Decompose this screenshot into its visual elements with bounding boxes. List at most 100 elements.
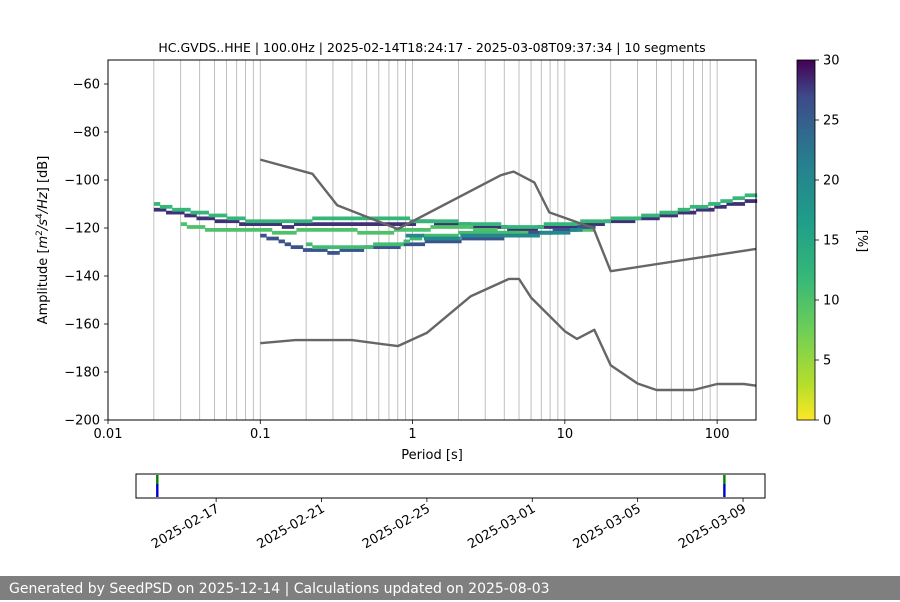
psd-cell bbox=[440, 222, 447, 226]
timeline-tick-label: 2025-02-21 bbox=[255, 501, 328, 552]
psd-cell bbox=[166, 210, 173, 215]
y-axis: −200 −180 −160 −140 −120 −100 −80 −60 bbox=[64, 78, 108, 429]
psd-cell bbox=[458, 230, 465, 235]
psd-cell bbox=[488, 225, 496, 229]
psd-cell bbox=[192, 225, 200, 229]
colorbar-label: [%] bbox=[854, 230, 869, 253]
psd-cell bbox=[302, 228, 309, 232]
psd-cell bbox=[503, 233, 510, 238]
psd-cell bbox=[284, 230, 291, 235]
psd-cell bbox=[360, 245, 368, 250]
psd-cell bbox=[360, 222, 368, 226]
psd-cell bbox=[211, 228, 218, 232]
psd-cell bbox=[226, 216, 234, 221]
psd-cell bbox=[379, 216, 386, 221]
psd-cell bbox=[333, 251, 340, 255]
psd-cell bbox=[588, 228, 596, 232]
psd-cell bbox=[436, 225, 443, 229]
psd-cell bbox=[488, 230, 496, 235]
psd-cell bbox=[220, 213, 228, 218]
psd-cell bbox=[427, 219, 435, 224]
footer-text: Generated by SeedPSD on 2025-12-14 | Cal… bbox=[0, 576, 900, 600]
psd-cell bbox=[253, 228, 261, 232]
psd-cell bbox=[534, 230, 541, 235]
psd-cell bbox=[738, 202, 745, 206]
psd-cell bbox=[555, 222, 563, 226]
psd-cell bbox=[708, 207, 715, 212]
psd-cell bbox=[385, 242, 392, 247]
psd-cell bbox=[513, 225, 520, 229]
psd-cell bbox=[665, 210, 672, 215]
psd-cell bbox=[671, 210, 678, 215]
psd-cell bbox=[476, 225, 484, 229]
psd-cell bbox=[448, 225, 456, 229]
y-tick-label: −200 bbox=[64, 414, 100, 429]
psd-cell bbox=[263, 219, 270, 224]
colorbar-tick-label: 30 bbox=[823, 54, 840, 69]
psd-cell bbox=[391, 242, 398, 247]
psd-cell bbox=[251, 222, 258, 226]
psd-cell bbox=[628, 216, 636, 221]
psd-cell bbox=[473, 236, 480, 241]
psd-cell bbox=[647, 213, 654, 218]
psd-cell bbox=[521, 230, 529, 235]
psd-cell bbox=[324, 245, 331, 250]
psd-cell bbox=[491, 228, 498, 232]
psd-cell bbox=[424, 239, 432, 244]
psd-cell bbox=[275, 219, 283, 224]
y-axis-label: Amplitude [m2/s4/Hz] [dB] bbox=[35, 156, 51, 325]
psd-cell bbox=[551, 230, 559, 235]
psd-cell bbox=[308, 228, 315, 232]
psd-cell bbox=[528, 230, 535, 235]
psd-cell bbox=[367, 222, 374, 226]
psd-cell bbox=[482, 225, 490, 229]
psd-cell bbox=[714, 202, 721, 206]
psd-cell bbox=[290, 230, 297, 235]
psd-cell bbox=[561, 222, 569, 226]
psd-cell bbox=[265, 228, 273, 232]
psd-cell bbox=[491, 236, 499, 241]
psd-band bbox=[405, 228, 583, 241]
y-tick-label: −100 bbox=[64, 174, 100, 189]
segment-marker-lower bbox=[723, 484, 726, 497]
psd-cell bbox=[388, 245, 395, 250]
psd-cell bbox=[531, 228, 538, 232]
psd-cell bbox=[412, 228, 419, 232]
psd-cell bbox=[394, 245, 401, 250]
psd-cell bbox=[208, 213, 216, 218]
psd-cell bbox=[726, 202, 733, 206]
psd-cell bbox=[586, 222, 593, 226]
psd-cell bbox=[610, 219, 618, 224]
x-tick-label: 1 bbox=[408, 427, 416, 442]
psd-cell bbox=[375, 230, 382, 235]
x-tick-label: 10 bbox=[557, 427, 574, 442]
psd-cell bbox=[159, 207, 167, 212]
psd-cell bbox=[549, 225, 557, 229]
y-tick-label: −80 bbox=[73, 126, 100, 141]
psd-cell bbox=[583, 225, 590, 229]
psd-cell bbox=[714, 204, 721, 209]
psd-cell bbox=[527, 233, 534, 238]
psd-cell bbox=[198, 225, 206, 229]
psd-cell bbox=[507, 225, 514, 229]
psd-cell bbox=[172, 207, 179, 212]
psd-cell bbox=[496, 233, 504, 238]
psd-cell bbox=[460, 233, 467, 238]
psd-cell bbox=[379, 242, 386, 247]
psd-cell bbox=[494, 222, 502, 226]
segment-marker-upper bbox=[156, 475, 159, 484]
colorbar-tick-label: 10 bbox=[823, 294, 840, 309]
psd-cell bbox=[309, 248, 316, 252]
psd-cell bbox=[205, 228, 212, 232]
psd-cell bbox=[454, 236, 461, 241]
psd-cell bbox=[217, 228, 224, 232]
psd-cell bbox=[284, 242, 292, 247]
psd-cell bbox=[732, 196, 739, 201]
x-tick-label: 0.01 bbox=[94, 427, 123, 442]
psd-cell bbox=[430, 239, 438, 244]
colorbar-tick-label: 0 bbox=[823, 414, 831, 429]
psd-cell bbox=[332, 228, 340, 232]
psd-cell bbox=[448, 236, 455, 241]
colorbar-tick-label: 20 bbox=[823, 174, 840, 189]
psd-cell bbox=[159, 204, 167, 209]
